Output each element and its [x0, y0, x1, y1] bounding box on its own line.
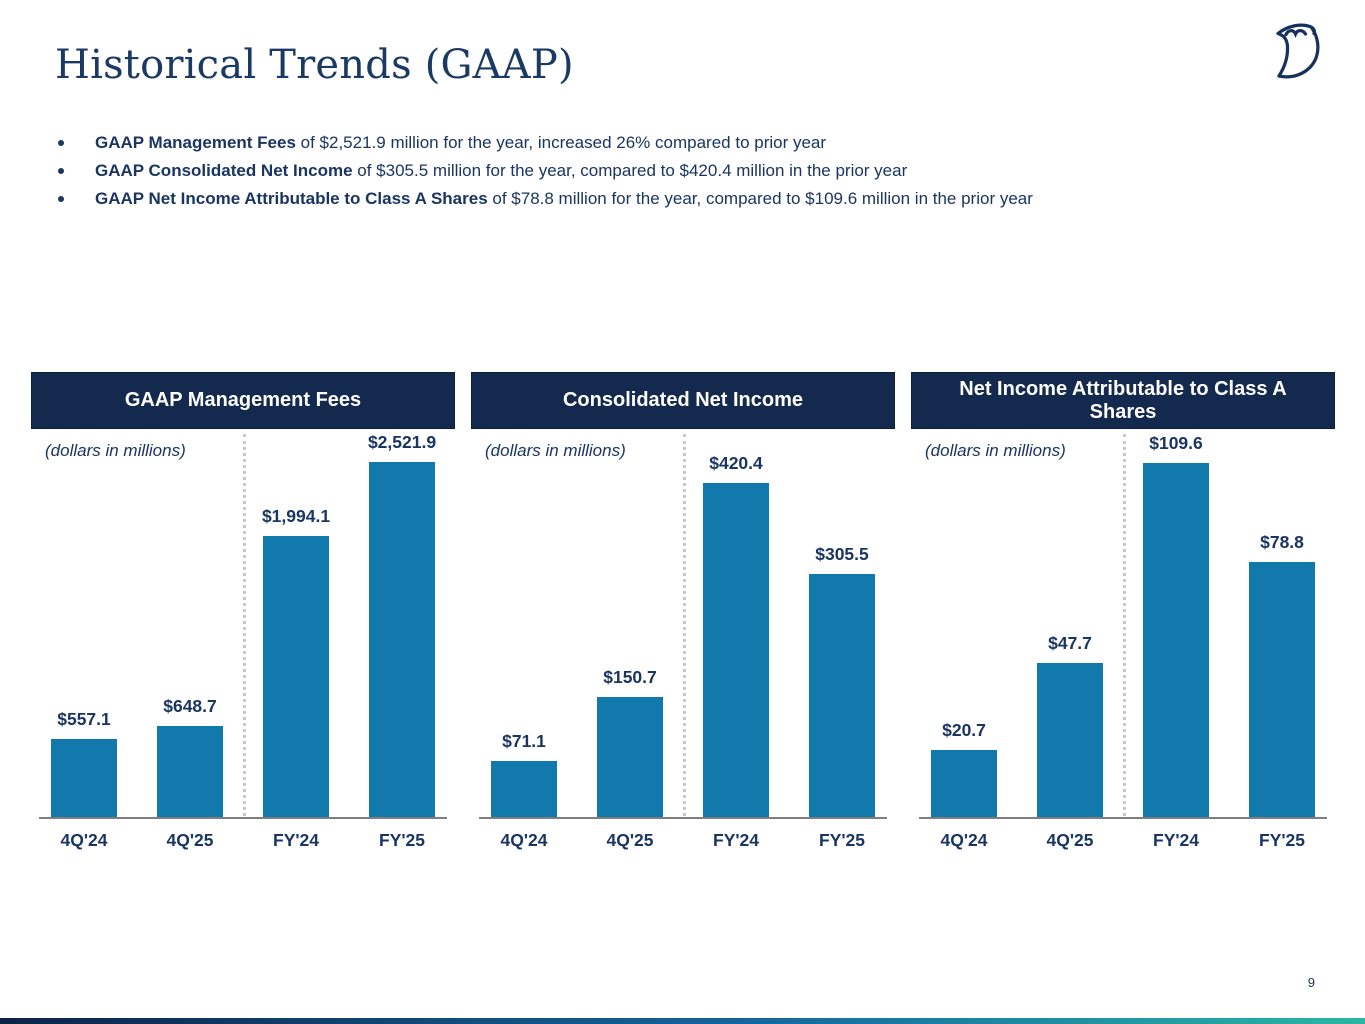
bar-value-label: $47.7 — [1048, 633, 1092, 653]
owl-logo-icon — [1276, 23, 1320, 79]
bar-value-label: $648.7 — [163, 696, 217, 716]
chart-header-title: GAAP Management Fees — [31, 372, 455, 429]
bar-slot: $557.1 — [31, 429, 137, 817]
category-label: FY'25 — [379, 829, 425, 850]
page-number: 9 — [1307, 975, 1315, 990]
page-title: Historical Trends (GAAP) — [55, 42, 574, 88]
chart-units-note: (dollars in millions) — [925, 441, 1066, 460]
bar — [597, 697, 663, 817]
chart-units-note: (dollars in millions) — [45, 441, 186, 460]
bar — [809, 574, 875, 817]
bullet-text: GAAP Management Fees of $2,521.9 million… — [95, 133, 826, 153]
bullet-lead: GAAP Net Income Attributable to Class A … — [95, 189, 488, 208]
bar-value-label: $109.6 — [1149, 433, 1203, 453]
bullet-lead: GAAP Consolidated Net Income — [95, 161, 353, 180]
bar — [703, 483, 769, 817]
bar — [51, 739, 117, 817]
bullet-rest: of $305.5 million for the year, compared… — [352, 161, 908, 180]
category-label: 4Q'25 — [1046, 829, 1094, 850]
bar-value-label: $150.7 — [603, 667, 657, 687]
bar-slot: $47.7 — [1017, 429, 1123, 817]
bullet-item: GAAP Consolidated Net Income of $305.5 m… — [56, 161, 1306, 181]
x-axis-line — [39, 817, 447, 819]
bullet-text: GAAP Consolidated Net Income of $305.5 m… — [95, 161, 907, 181]
bullet-lead: GAAP Management Fees — [95, 133, 296, 152]
bullet-rest: of $78.8 million for the year, compared … — [487, 189, 1033, 208]
chart-plot-area: (dollars in millions) $71.1 $150.7 $420.4 $… — [471, 429, 895, 819]
bar-value-label: $305.5 — [815, 544, 869, 564]
bar — [1037, 663, 1103, 817]
chart-category-labels: 4Q'24 4Q'25 FY'24 FY'25 — [911, 819, 1335, 861]
bar — [157, 726, 223, 817]
bar-slot: $20.7 — [911, 429, 1017, 817]
category-label: FY'25 — [1259, 829, 1305, 850]
bar-slot: $71.1 — [471, 429, 577, 817]
bullet-dot-icon — [58, 196, 64, 202]
chart-plot-area: (dollars in millions) $20.7 $47.7 $109.6 $7… — [911, 429, 1335, 819]
bar-slot: $420.4 — [683, 429, 789, 817]
category-label: FY'24 — [1153, 829, 1199, 850]
quarter-year-divider-dotted-line — [683, 434, 686, 816]
bar-slot: $150.7 — [577, 429, 683, 817]
chart-bars: $71.1 $150.7 $420.4 $305.5 — [471, 429, 895, 817]
bar — [931, 750, 997, 817]
chart-consolidated-net-income: Consolidated Net Income (dollars in mill… — [471, 372, 895, 861]
chart-header-title: Net Income Attributable to Class A Share… — [911, 372, 1335, 429]
chart-header-title: Consolidated Net Income — [471, 372, 895, 429]
chart-bars: $20.7 $47.7 $109.6 $78.8 — [911, 429, 1335, 817]
bullet-item: GAAP Net Income Attributable to Class A … — [56, 189, 1306, 209]
bar-slot: $78.8 — [1229, 429, 1335, 817]
bar-slot: $2,521.9 — [349, 429, 455, 817]
bar-value-label: $78.8 — [1260, 532, 1304, 552]
category-label: FY'25 — [819, 829, 865, 850]
bar — [369, 462, 435, 817]
chart-net-income-class-a-shares: Net Income Attributable to Class A Share… — [911, 372, 1335, 861]
bar-slot: $1,994.1 — [243, 429, 349, 817]
chart-bars: $557.1 $648.7 $1,994.1 $2,521.9 — [31, 429, 455, 817]
bar-value-label: $2,521.9 — [367, 432, 437, 452]
x-axis-line — [479, 817, 887, 819]
bar-slot: $648.7 — [137, 429, 243, 817]
bar-value-label: $71.1 — [502, 731, 546, 751]
bar-value-label: $20.7 — [942, 720, 986, 740]
bar — [491, 761, 557, 817]
footer-gradient-bar — [0, 1018, 1365, 1024]
bar-slot: $305.5 — [789, 429, 895, 817]
x-axis-line — [919, 817, 1327, 819]
category-label: 4Q'24 — [940, 829, 988, 850]
category-label: 4Q'25 — [166, 829, 214, 850]
bullet-dot-icon — [58, 140, 64, 146]
bar — [1249, 562, 1315, 817]
bar — [1143, 463, 1209, 817]
quarter-year-divider-dotted-line — [1123, 434, 1126, 816]
category-label: FY'24 — [273, 829, 319, 850]
category-label: FY'24 — [713, 829, 759, 850]
bullet-text: GAAP Net Income Attributable to Class A … — [95, 189, 1033, 209]
chart-category-labels: 4Q'24 4Q'25 FY'24 FY'25 — [471, 819, 895, 861]
category-label: 4Q'24 — [60, 829, 108, 850]
category-label: 4Q'24 — [500, 829, 548, 850]
chart-gaap-management-fees: GAAP Management Fees (dollars in million… — [31, 372, 455, 861]
bullet-dot-icon — [58, 168, 64, 174]
category-label: 4Q'25 — [606, 829, 654, 850]
bar-value-label: $420.4 — [709, 453, 763, 473]
chart-units-note: (dollars in millions) — [485, 441, 626, 460]
bullet-item: GAAP Management Fees of $2,521.9 million… — [56, 133, 1306, 153]
bar — [263, 536, 329, 817]
chart-category-labels: 4Q'24 4Q'25 FY'24 FY'25 — [31, 819, 455, 861]
bar-value-label: $557.1 — [57, 709, 111, 729]
bullet-rest: of $2,521.9 million for the year, increa… — [295, 133, 827, 152]
bar-value-label: $1,994.1 — [261, 506, 331, 526]
bar-slot: $109.6 — [1123, 429, 1229, 817]
chart-plot-area: (dollars in millions) $557.1 $648.7 $1,994… — [31, 429, 455, 819]
quarter-year-divider-dotted-line — [243, 434, 246, 816]
bullet-list: GAAP Management Fees of $2,521.9 million… — [56, 133, 1306, 217]
